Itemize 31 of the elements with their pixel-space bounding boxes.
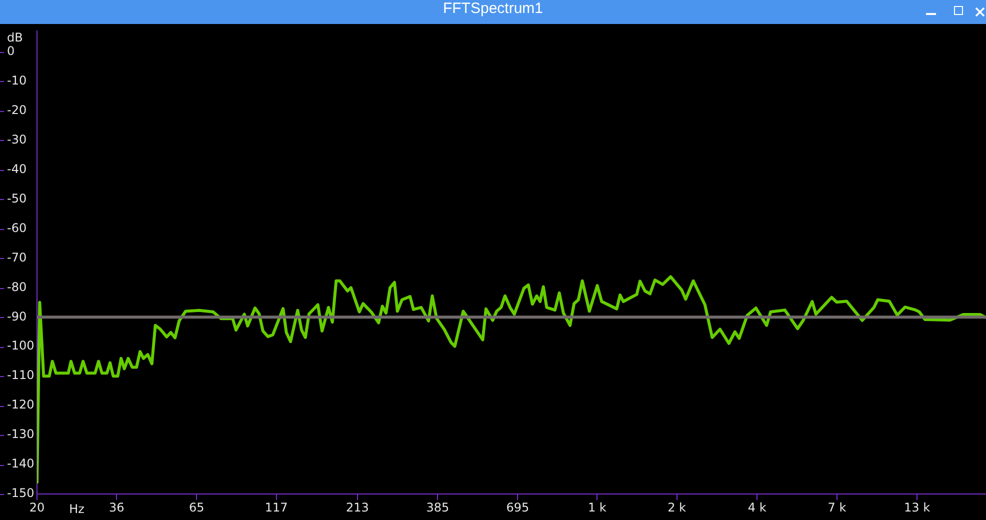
y-tick-label: -100	[7, 338, 34, 353]
y-tick-label: -130	[7, 427, 34, 442]
y-tick-label: -20	[7, 102, 27, 117]
y-axis-title: dB	[7, 30, 23, 44]
x-tick-label: 695	[506, 500, 530, 514]
x-tick-label: 2 k	[668, 500, 686, 514]
y-tick-label: -120	[7, 398, 34, 412]
x-tick-label: 65	[189, 500, 204, 514]
x-axis-title: Hz	[69, 502, 84, 516]
y-tick-label: -70	[7, 250, 27, 264]
x-tick-label: 117	[264, 500, 288, 514]
x-tick-label: 36	[108, 500, 124, 514]
y-tick-label: 0	[7, 44, 15, 58]
x-tick-label: 13 k	[904, 500, 930, 514]
x-tick-label: 4 k	[748, 500, 766, 514]
x-tick-label: 20	[29, 500, 45, 514]
x-tick-label: 7 k	[828, 500, 846, 514]
x-tick-label: 385	[426, 500, 450, 514]
x-tick-label: 213	[346, 500, 369, 514]
y-tick-label: -30	[7, 132, 27, 146]
y-tick-label: -90	[7, 309, 27, 324]
y-tick-label: -80	[7, 280, 27, 294]
chart-title: FFTSpectrum1	[0, 0, 986, 24]
y-tick-label: -140	[7, 456, 34, 471]
y-tick-label: -10	[7, 73, 27, 88]
x-tick-label: 1 k	[588, 500, 606, 514]
y-tick-label: -40	[7, 162, 27, 176]
y-tick-label: -60	[7, 220, 27, 235]
y-tick-label: -110	[7, 368, 34, 382]
y-tick-label: -50	[7, 191, 27, 206]
y-tick-label: -150	[7, 486, 34, 500]
